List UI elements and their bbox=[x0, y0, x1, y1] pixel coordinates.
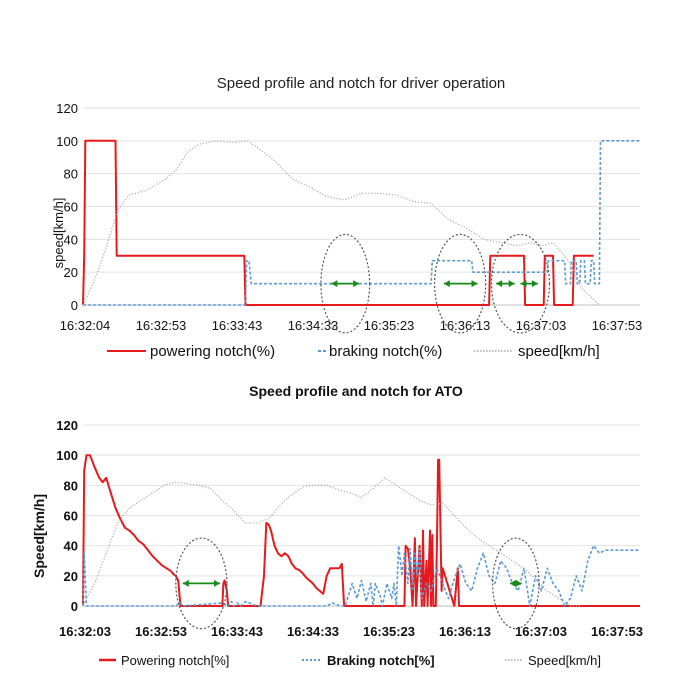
annotation-arrowhead bbox=[331, 280, 338, 288]
chart1-y-ticks: 0 20 40 60 80 100 120 bbox=[56, 101, 78, 313]
chart1-annotations bbox=[320, 233, 551, 334]
x-tick-label: 16:33:43 bbox=[212, 318, 263, 333]
series-powering-line bbox=[82, 454, 640, 607]
chart2-legend: Powering notch[%] Braking notch[%] Speed… bbox=[99, 653, 601, 668]
annotation-arrowhead bbox=[213, 579, 220, 587]
x-tick-label: 16:34:33 bbox=[288, 318, 339, 333]
x-tick-label: 16:34:33 bbox=[287, 624, 339, 639]
chart2-series bbox=[82, 454, 640, 607]
legend-powering-label: powering notch(%) bbox=[150, 343, 275, 360]
y-tick-label: 40 bbox=[64, 539, 78, 554]
x-tick-label: 16:37:53 bbox=[592, 318, 643, 333]
annotation-arrowhead bbox=[496, 280, 503, 288]
series-braking-line bbox=[83, 140, 640, 306]
series-powering-line bbox=[82, 139, 594, 306]
chart2-gridlines bbox=[83, 424, 640, 607]
series-braking-line bbox=[82, 544, 640, 607]
legend-braking-label-ato: Braking notch[%] bbox=[327, 653, 435, 668]
legend-braking-label: braking notch(%) bbox=[329, 343, 442, 360]
chart2-title: Speed profile and notch for ATO bbox=[249, 383, 463, 399]
y-tick-label: 0 bbox=[71, 298, 78, 313]
y-tick-label: 60 bbox=[64, 200, 78, 215]
annotation-ellipse bbox=[490, 233, 551, 334]
chart1-y-axis-label: speed[km/h] bbox=[51, 198, 66, 269]
chart1-legend: powering notch(%) braking notch(%) speed… bbox=[107, 343, 600, 360]
chart2-y-axis-label: Speed[km/h] bbox=[31, 494, 47, 578]
chart2-x-ticks: 16:32:03 16:32:53 16:33:43 16:34:33 16:35:23… bbox=[59, 624, 643, 639]
x-tick-label: 16:36:13 bbox=[440, 318, 491, 333]
y-tick-label: 0 bbox=[71, 599, 78, 614]
legend-speed-label: speed[km/h] bbox=[518, 343, 600, 360]
x-tick-label: 16:32:03 bbox=[59, 624, 111, 639]
x-tick-label: 16:37:03 bbox=[516, 318, 567, 333]
chart1-x-ticks: 16:32:04 16:32:53 16:33:43 16:34:33 16:35:23… bbox=[60, 318, 643, 333]
x-tick-label: 16:32:53 bbox=[136, 318, 187, 333]
series-speed-line bbox=[82, 477, 582, 607]
y-tick-label: 120 bbox=[56, 418, 78, 433]
annotation-ellipse bbox=[175, 537, 228, 630]
y-tick-label: 120 bbox=[56, 101, 78, 116]
chart1-series bbox=[82, 139, 640, 306]
x-tick-label: 16:36:13 bbox=[439, 624, 491, 639]
y-tick-label: 20 bbox=[64, 265, 78, 280]
legend-powering-label-ato: Powering notch[%] bbox=[121, 653, 229, 668]
annotation-arrowhead bbox=[531, 280, 538, 288]
annotation-arrowhead bbox=[443, 280, 450, 288]
x-tick-label: 16:33:43 bbox=[211, 624, 263, 639]
annotation-arrowhead bbox=[520, 280, 527, 288]
chart1-title: Speed profile and notch for driver opera… bbox=[217, 75, 506, 92]
annotation-ellipse bbox=[320, 233, 371, 334]
y-tick-label: 100 bbox=[56, 134, 78, 149]
y-tick-label: 20 bbox=[64, 569, 78, 584]
annotation-arrowhead bbox=[353, 280, 360, 288]
annotation-ellipse bbox=[434, 233, 487, 334]
annotation-arrowhead bbox=[510, 579, 517, 587]
y-tick-label: 60 bbox=[64, 509, 78, 524]
y-tick-label: 80 bbox=[64, 167, 78, 182]
annotation-arrowhead bbox=[515, 579, 522, 587]
x-tick-label: 16:32:53 bbox=[135, 624, 187, 639]
annotation-ellipse bbox=[492, 537, 540, 630]
y-tick-label: 40 bbox=[64, 232, 78, 247]
annotation-arrowhead bbox=[471, 280, 478, 288]
x-tick-label: 16:37:53 bbox=[591, 624, 643, 639]
chart1-gridlines bbox=[83, 107, 640, 306]
x-tick-label: 16:32:04 bbox=[60, 318, 111, 333]
series-speed-line bbox=[82, 140, 600, 306]
y-tick-label: 100 bbox=[56, 448, 78, 463]
x-tick-label: 16:35:23 bbox=[363, 624, 415, 639]
x-tick-label: 16:37:03 bbox=[515, 624, 567, 639]
x-tick-label: 16:35:23 bbox=[364, 318, 415, 333]
annotation-arrowhead bbox=[182, 579, 189, 587]
y-tick-label: 80 bbox=[64, 478, 78, 493]
chart2-y-ticks: 0 20 40 60 80 100 120 bbox=[56, 418, 78, 614]
legend-speed-label-ato: Speed[km/h] bbox=[528, 653, 601, 668]
annotation-arrowhead bbox=[508, 280, 515, 288]
chart2-annotations bbox=[175, 537, 540, 630]
